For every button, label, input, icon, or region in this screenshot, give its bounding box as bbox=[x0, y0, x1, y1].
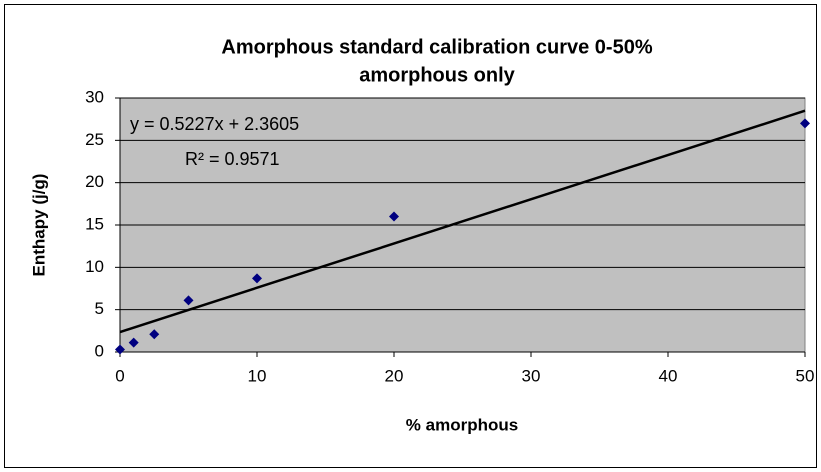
point bbox=[252, 273, 262, 284]
point bbox=[389, 211, 399, 222]
y-tick-label: 25 bbox=[85, 130, 104, 149]
y-tick-label: 0 bbox=[95, 341, 104, 360]
trendline-r2: R² = 0.9571 bbox=[185, 149, 280, 169]
point bbox=[115, 344, 125, 355]
y-axis-label: Enthapy (j/g) bbox=[29, 174, 48, 277]
trendline-equation: y = 0.5227x + 2.3605 bbox=[130, 114, 299, 134]
y-tick-label: 5 bbox=[95, 299, 104, 318]
point bbox=[128, 337, 139, 348]
x-tick-label: 30 bbox=[522, 366, 541, 385]
x-tick-label: 40 bbox=[659, 366, 678, 385]
y-tick-label: 20 bbox=[85, 172, 104, 191]
x-tick-label: 10 bbox=[248, 366, 267, 385]
trendline bbox=[119, 109, 806, 334]
chart-title: amorphous only bbox=[359, 64, 515, 86]
y-tick-label: 15 bbox=[85, 214, 104, 233]
marks bbox=[115, 109, 810, 355]
x-tick-label: 50 bbox=[796, 366, 815, 385]
x-tick-label: 0 bbox=[115, 366, 124, 385]
point bbox=[149, 329, 160, 340]
x-tick-label: 20 bbox=[385, 366, 404, 385]
point bbox=[800, 118, 810, 129]
y-tick-label: 10 bbox=[85, 257, 104, 276]
y-tick-label: 30 bbox=[85, 87, 104, 106]
chart-title: Amorphous standard calibration curve 0-5… bbox=[221, 36, 652, 58]
x-axis-label: % amorphous bbox=[406, 415, 518, 434]
point bbox=[183, 295, 194, 306]
